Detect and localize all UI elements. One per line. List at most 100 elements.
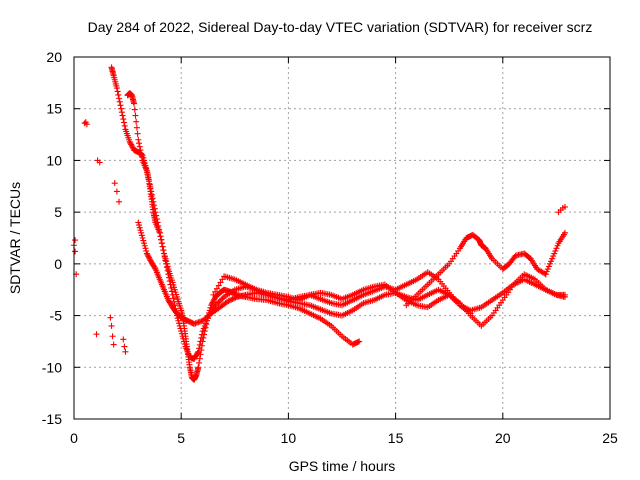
data-point-track-e <box>545 263 552 270</box>
data-point-track-b <box>162 257 169 264</box>
data-point-track-b <box>163 260 170 267</box>
data-point-track-e <box>554 242 561 249</box>
data-point-track-a <box>120 116 127 123</box>
x-tick-label: 15 <box>388 430 404 446</box>
data-point-track-b <box>198 334 205 341</box>
data-point-track-b <box>199 328 206 335</box>
data-point-track-a <box>121 119 128 126</box>
data-point-isolated-points <box>72 237 79 244</box>
data-point-track-c <box>229 296 236 303</box>
data-point-isolated-points <box>561 203 568 210</box>
x-tick-label: 5 <box>177 430 185 446</box>
data-point-track-b <box>158 240 165 247</box>
data-point-isolated-points <box>72 248 79 255</box>
data-point-track-c <box>225 298 232 305</box>
data-point-track-e <box>543 268 550 275</box>
data-point-track-b <box>167 281 174 288</box>
data-point-track-d <box>561 291 568 298</box>
grid-lines <box>74 57 610 419</box>
data-points <box>71 64 568 383</box>
data-point-track-c <box>143 250 150 257</box>
data-point-track-e <box>551 250 558 257</box>
y-tick-label: 0 <box>54 256 62 272</box>
data-point-track-a <box>118 105 125 112</box>
data-point-track-b <box>133 124 140 131</box>
data-point-track-b <box>166 278 173 285</box>
data-point-track-b <box>169 291 176 298</box>
data-point-track-a <box>127 140 134 147</box>
data-point-track-d <box>215 282 222 289</box>
data-point-track-c <box>151 264 158 271</box>
data-point-isolated-points <box>83 121 90 128</box>
data-point-track-c <box>142 245 149 252</box>
data-point-isolated-points <box>111 180 118 187</box>
data-point-track-b <box>181 338 188 345</box>
data-point-track-b <box>164 267 171 274</box>
chart-title: Day 284 of 2022, Sidereal Day-to-day VTE… <box>88 19 593 35</box>
data-point-isolated-points <box>93 331 100 338</box>
data-point-track-a <box>128 141 135 148</box>
data-point-track-b <box>201 322 208 329</box>
data-point-track-a <box>356 338 363 345</box>
data-point-track-a <box>121 122 128 129</box>
data-point-track-a <box>119 112 126 119</box>
plot-frame <box>73 56 611 420</box>
data-point-track-b <box>194 349 201 356</box>
data-point-track-b <box>131 106 138 113</box>
data-point-track-b <box>165 271 172 278</box>
data-point-track-b <box>158 236 165 243</box>
data-point-isolated-points <box>122 348 129 355</box>
data-point-track-b <box>133 118 140 125</box>
data-point-track-a <box>115 91 122 98</box>
data-point-track-c <box>138 229 145 236</box>
data-point-track-b <box>213 300 220 307</box>
data-point-track-c <box>144 251 151 258</box>
data-point-track-c <box>141 240 148 247</box>
data-point-track-c <box>228 296 235 303</box>
data-point-track-e <box>546 260 553 267</box>
data-point-track-b <box>138 153 145 160</box>
data-point-track-a <box>210 298 217 305</box>
data-point-track-b <box>180 335 187 342</box>
data-point-track-c <box>231 295 238 302</box>
y-tick-label: 10 <box>46 152 62 168</box>
data-point-track-d <box>210 291 217 298</box>
x-tick-label: 0 <box>70 430 78 446</box>
data-point-track-a <box>195 364 202 371</box>
data-point-track-b <box>170 295 177 302</box>
data-point-track-b <box>132 112 139 119</box>
data-point-track-c <box>138 232 145 239</box>
data-point-track-c <box>137 227 144 234</box>
data-point-track-c <box>147 257 154 264</box>
data-point-track-b <box>216 298 223 305</box>
data-point-track-b <box>176 322 183 329</box>
data-point-track-a <box>116 95 123 102</box>
data-point-track-c <box>136 224 143 231</box>
data-point-track-a <box>113 85 120 92</box>
data-point-track-b <box>161 250 168 257</box>
data-point-track-b <box>176 320 183 327</box>
data-point-isolated-points <box>555 209 562 216</box>
data-point-isolated-points <box>113 188 120 195</box>
data-point-track-b <box>200 325 207 332</box>
data-point-track-e <box>552 247 559 254</box>
data-point-track-b <box>196 345 203 352</box>
data-point-track-b <box>196 341 203 348</box>
data-point-track-c <box>136 222 143 229</box>
y-tick-label: -5 <box>50 308 63 324</box>
data-point-isolated-points <box>120 336 127 343</box>
data-point-track-b <box>178 330 185 337</box>
data-point-track-b <box>136 140 143 147</box>
data-point-track-a <box>117 102 124 109</box>
data-point-track-b <box>135 136 142 143</box>
data-point-track-b <box>177 325 184 332</box>
data-point-track-b <box>179 333 186 340</box>
data-point-track-a <box>211 296 218 303</box>
x-tick-label: 10 <box>281 430 297 446</box>
data-point-track-b <box>198 331 205 338</box>
data-point-track-b <box>218 296 225 303</box>
data-point-track-c <box>226 297 233 304</box>
x-tick-label: 20 <box>495 430 511 446</box>
data-point-isolated-points <box>107 314 114 321</box>
